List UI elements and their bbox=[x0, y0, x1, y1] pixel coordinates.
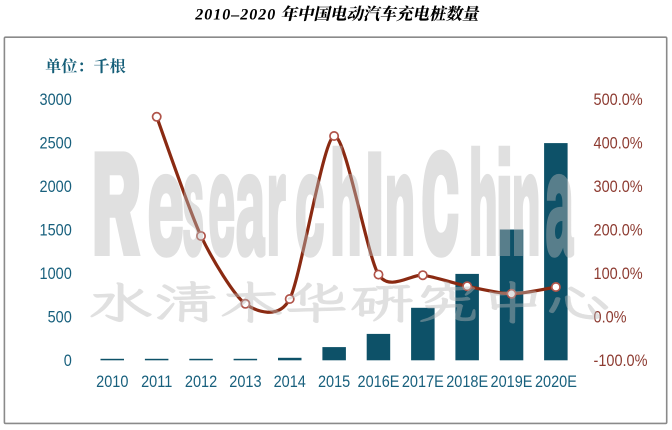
svg-text:1500: 1500 bbox=[40, 222, 72, 240]
svg-text:400.0%: 400.0% bbox=[594, 135, 643, 153]
svg-text:2014: 2014 bbox=[274, 373, 307, 391]
svg-text:2015: 2015 bbox=[318, 373, 350, 391]
svg-text:500: 500 bbox=[48, 309, 72, 327]
svg-text:2011: 2011 bbox=[141, 373, 172, 391]
svg-text:500.0%: 500.0% bbox=[594, 91, 643, 109]
svg-text:200.0%: 200.0% bbox=[594, 222, 643, 240]
svg-text:2010: 2010 bbox=[96, 373, 128, 391]
svg-text:300.0%: 300.0% bbox=[594, 178, 643, 196]
svg-text:2018E: 2018E bbox=[446, 373, 488, 391]
svg-text:100.0%: 100.0% bbox=[594, 265, 643, 283]
svg-text:2020E: 2020E bbox=[535, 373, 577, 391]
svg-text:1000: 1000 bbox=[40, 265, 72, 283]
svg-text:-100.0%: -100.0% bbox=[594, 352, 648, 370]
svg-text:2500: 2500 bbox=[40, 135, 72, 153]
svg-text:0.0%: 0.0% bbox=[594, 309, 627, 327]
svg-text:0: 0 bbox=[64, 352, 72, 370]
svg-text:2013: 2013 bbox=[229, 373, 261, 391]
svg-text:3000: 3000 bbox=[40, 91, 72, 109]
svg-text:2012: 2012 bbox=[185, 373, 217, 391]
svg-text:2000: 2000 bbox=[40, 178, 72, 196]
svg-text:2010–2020: 2010–2020 bbox=[194, 7, 276, 24]
svg-text:2019E: 2019E bbox=[491, 373, 533, 391]
svg-text:2017E: 2017E bbox=[402, 373, 444, 391]
svg-text:2016E: 2016E bbox=[358, 373, 400, 391]
